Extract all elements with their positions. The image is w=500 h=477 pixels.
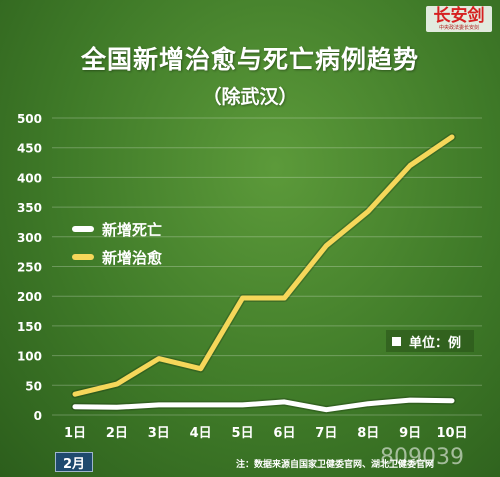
x-tick-label-6: 7日: [315, 426, 337, 441]
x-tick-label-1: 2日: [106, 426, 128, 441]
chart-subtitle: （除武汉）: [202, 86, 298, 108]
y-axis-ticks: 0 50 100 150 200 250 300 350 400 450 500: [17, 112, 42, 423]
brand-logo: 长安剑 中央政法委长安剑: [426, 6, 492, 32]
legend: 新增死亡 新增治愈: [72, 215, 162, 271]
data-point-1-1: [115, 382, 119, 386]
series-line-1: [72, 134, 455, 397]
logo-subtext: 中央政法委长安剑: [438, 25, 479, 31]
data-point-0-5: [282, 400, 286, 404]
legend-item-deaths: 新增死亡: [72, 215, 162, 243]
x-tick-label-5: 6日: [273, 426, 295, 441]
data-point-0-1: [115, 405, 119, 409]
data-point-0-8: [408, 398, 412, 402]
y-tick-label-7: 350: [17, 201, 42, 215]
y-tick-label-1: 50: [25, 379, 42, 393]
series-line-0: [72, 397, 455, 413]
legend-swatch-deaths: [72, 226, 94, 232]
logo-text: 长安剑: [433, 6, 485, 26]
y-tick-label-8: 400: [17, 171, 42, 185]
source-note: 注：数据来源自国家卫健委官网、湖北卫健委官网: [236, 460, 435, 470]
data-point-1-6: [324, 244, 328, 248]
x-tick-label-0: 1日: [64, 426, 86, 441]
data-point-0-3: [199, 403, 203, 407]
grid-lines: [52, 117, 482, 416]
x-tick-label-9: 10日: [436, 426, 467, 441]
unit-square-icon: [392, 336, 401, 346]
data-point-0-6: [324, 408, 328, 412]
x-tick-label-4: 5日: [232, 426, 254, 441]
data-point-0-0: [73, 405, 77, 409]
y-tick-label-9: 450: [17, 142, 42, 156]
data-point-1-0: [73, 392, 77, 396]
x-tick-label-2: 3日: [148, 426, 170, 441]
data-point-1-5: [282, 296, 286, 300]
data-point-1-3: [199, 367, 203, 371]
y-tick-label-5: 250: [17, 261, 42, 275]
chart-title: 全国新增治愈与死亡病例趋势: [80, 45, 419, 74]
x-tick-label-8: 9日: [399, 426, 421, 441]
data-point-0-7: [366, 402, 370, 406]
series-lines: [71, 133, 456, 414]
legend-label-cured: 新增治愈: [102, 248, 163, 267]
legend-label-deaths: 新增死亡: [102, 220, 163, 239]
unit-label: 单位：例: [409, 335, 462, 351]
x-axis-ticks: 1日 2日 3日 4日 5日 6日 7日 8日 9日 10日: [64, 426, 468, 441]
legend-item-cured: 新增治愈: [72, 243, 162, 271]
data-point-0-9: [450, 399, 454, 403]
data-point-0-4: [241, 403, 245, 407]
y-tick-label-0: 0: [34, 409, 42, 423]
x-tick-label-7: 8日: [357, 426, 379, 441]
y-tick-label-10: 500: [17, 112, 42, 126]
month-tag: 2月: [55, 452, 93, 472]
data-point-1-9: [450, 135, 454, 139]
data-point-1-2: [157, 357, 161, 361]
watermark: 809039: [380, 445, 464, 470]
data-point-1-4: [241, 296, 245, 300]
y-tick-label-2: 100: [17, 350, 42, 364]
data-point-0-2: [157, 403, 161, 407]
y-tick-label-4: 200: [17, 290, 42, 304]
data-point-1-8: [408, 164, 412, 168]
unit-label-box: 单位：例: [386, 330, 474, 352]
legend-swatch-cured: [72, 254, 94, 260]
y-tick-label-3: 150: [17, 320, 42, 334]
y-tick-label-6: 300: [17, 231, 42, 245]
data-point-1-7: [366, 209, 370, 213]
x-tick-label-3: 4日: [190, 426, 212, 441]
